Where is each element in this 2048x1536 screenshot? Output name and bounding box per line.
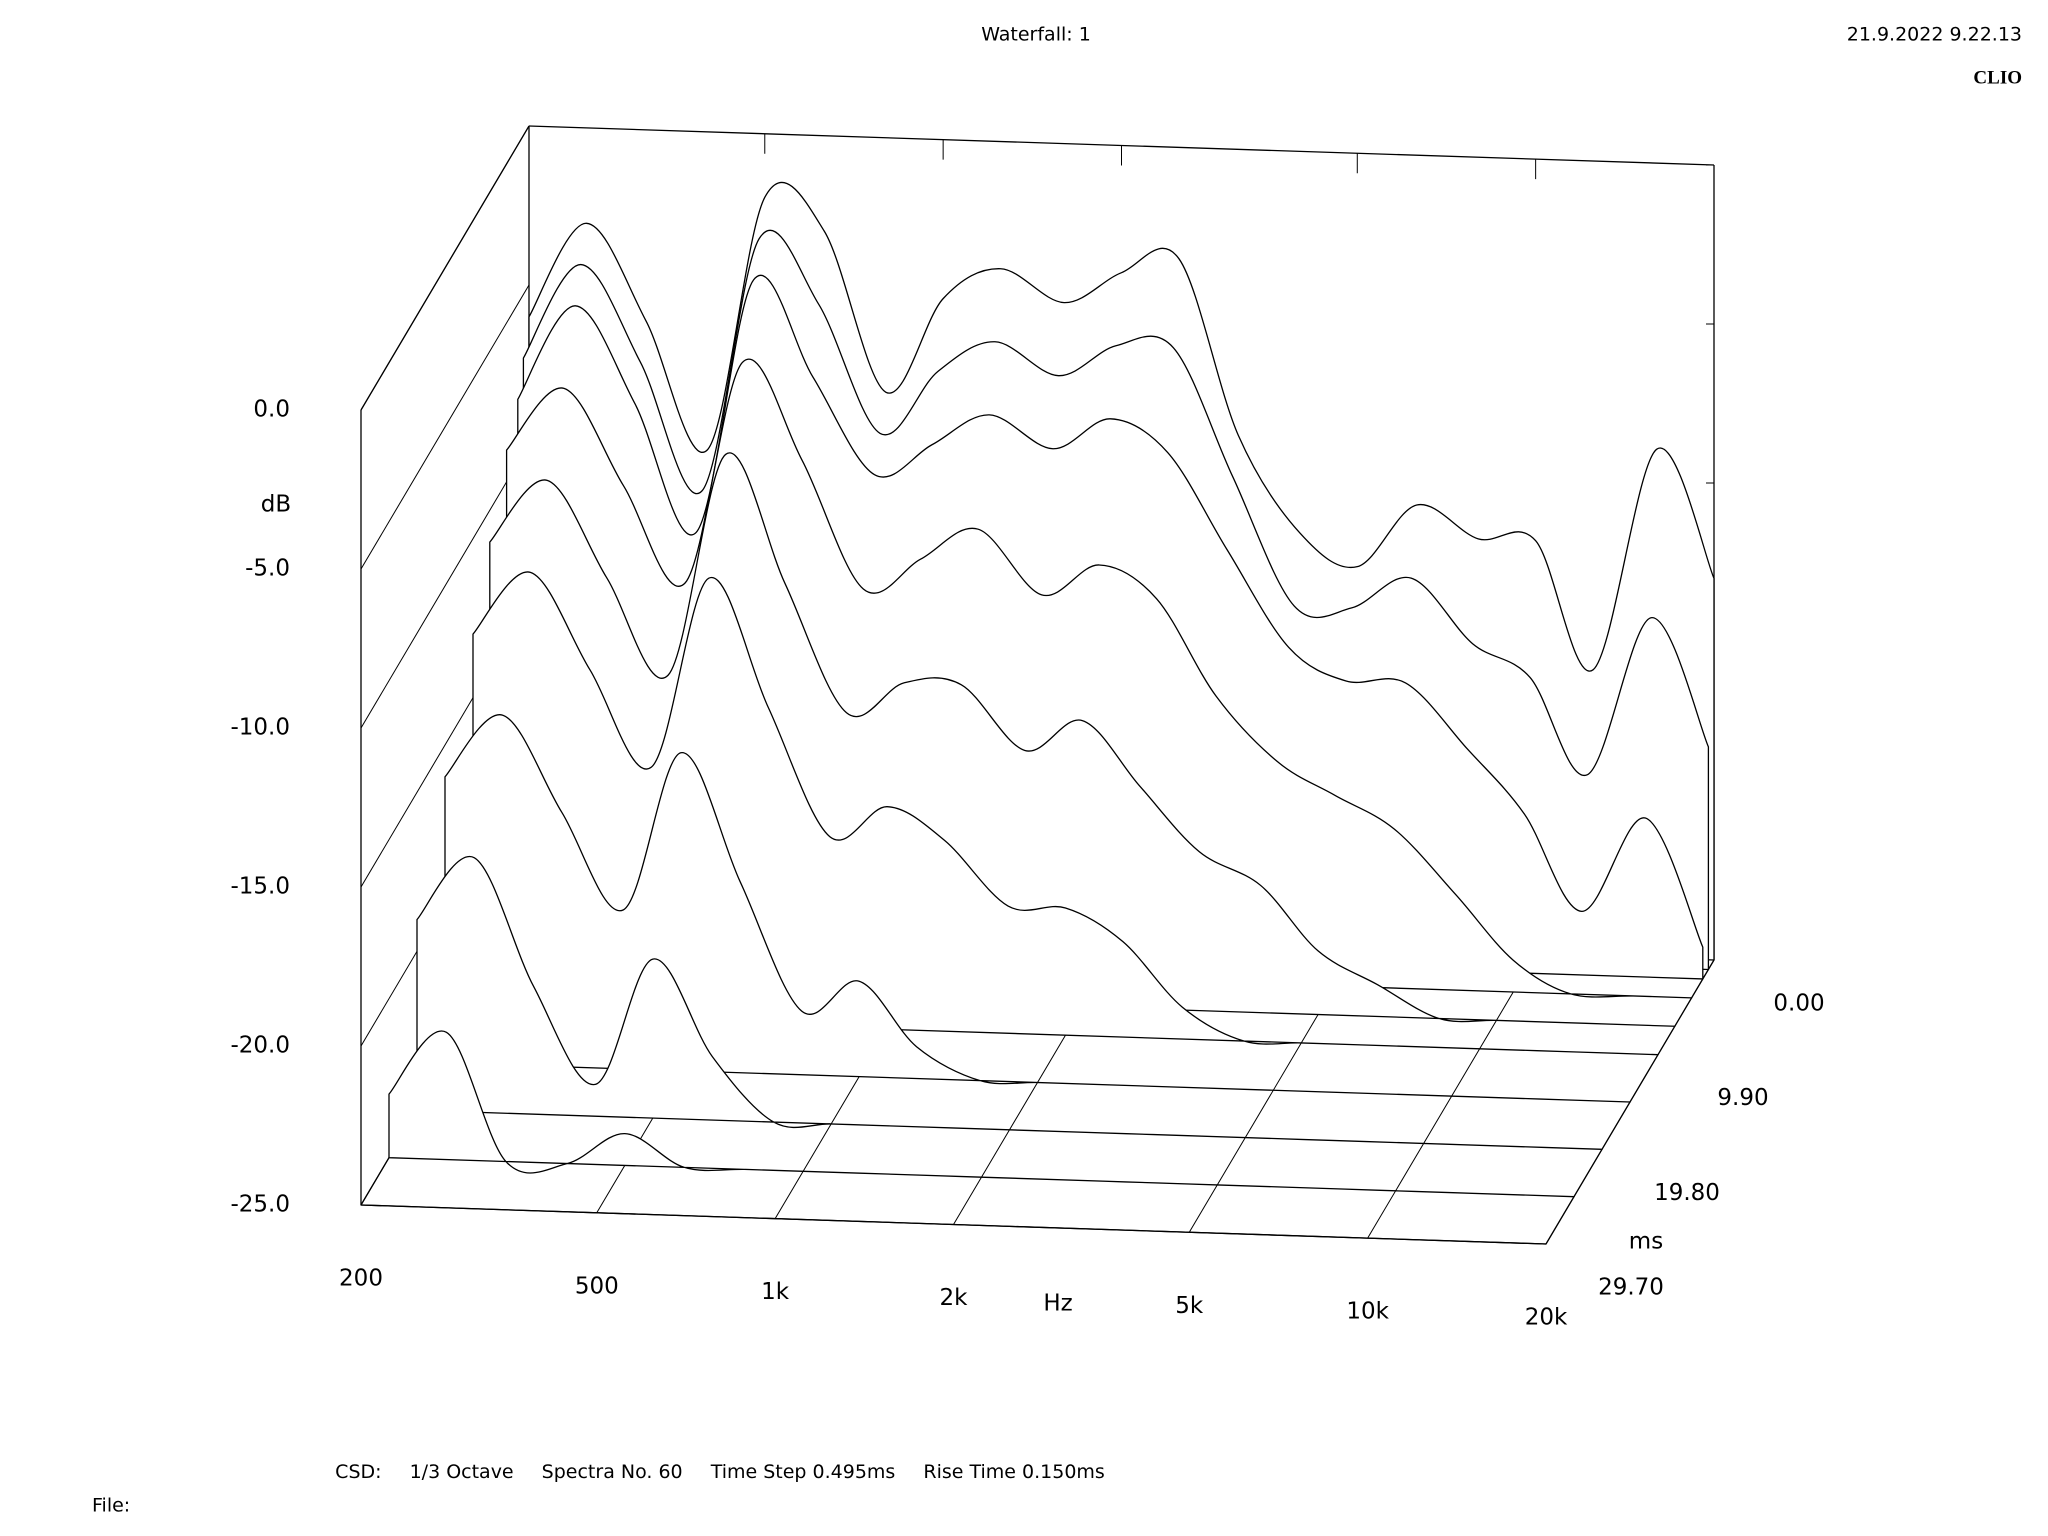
footer-item: Time Step 0.495ms (710, 1461, 896, 1483)
footer-item: Rise Time 0.150ms (923, 1461, 1104, 1483)
y-tick-label: -20.0 (230, 1033, 290, 1059)
x-tick-label: 5k (1175, 1293, 1204, 1319)
footer-item: CSD: (335, 1461, 381, 1483)
x-tick-label: 500 (575, 1273, 619, 1299)
y-tick-label: -15.0 (230, 874, 290, 900)
z-axis-label: ms (1629, 1229, 1663, 1255)
spectrum (360, 1204, 1547, 1245)
x-tick-label: 1k (761, 1279, 790, 1305)
z-tick-label: 0.00 (1773, 991, 1824, 1017)
y-tick-label: -25.0 (230, 1192, 290, 1218)
y-tick-label: -5.0 (245, 556, 290, 582)
y-tick-label: 0.0 (253, 397, 290, 423)
footer-item: 1/3 Octave (410, 1461, 514, 1483)
timestamp: 21.9.2022 9.22.13 (1847, 24, 2022, 46)
spectrum (388, 1030, 1575, 1198)
z-tick-label: 9.90 (1717, 1085, 1768, 1111)
spectrum (444, 714, 1631, 1103)
x-tick-label: 200 (339, 1266, 383, 1292)
spectrum (472, 571, 1659, 1056)
brand: CLIO (1973, 67, 2022, 88)
x-tick-label: 2k (940, 1285, 969, 1311)
plot: 0.0 -5.0 -10.0 -15.0 -20.0 -25.0 dB 200 500 1k 2k 5… (230, 125, 1825, 1331)
grid-line (360, 443, 530, 729)
x-tick-label: 10k (1346, 1299, 1389, 1325)
z-tick-label: 29.70 (1598, 1275, 1664, 1301)
grid-line (360, 284, 530, 570)
x-tick-label: 20k (1525, 1305, 1568, 1331)
footer-item: Spectra No. 60 (542, 1461, 683, 1483)
chart-title: Waterfall: 1 (981, 24, 1091, 46)
x-axis-label: Hz (1043, 1291, 1072, 1317)
footer-info: CSD: 1/3 Octave Spectra No. 60 Time Step… (335, 1461, 1105, 1483)
z-tick-label: 19.80 (1654, 1180, 1720, 1206)
y-tick-label: -10.0 (230, 715, 290, 741)
file-label: File: (92, 1495, 130, 1517)
spectrum (416, 855, 1603, 1150)
grid-line (360, 125, 530, 411)
y-axis-label: dB (261, 492, 291, 518)
